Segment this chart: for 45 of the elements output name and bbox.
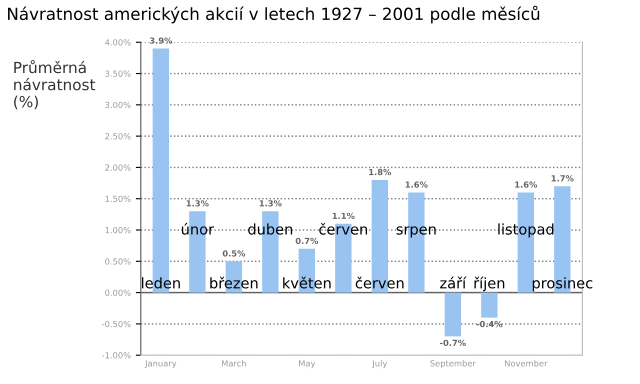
annotation: říjen bbox=[474, 276, 504, 292]
annotation: srpen bbox=[396, 226, 436, 238]
y-tick-label: 0.00% bbox=[105, 290, 131, 296]
annotation: červen bbox=[319, 222, 368, 235]
annotation: duben bbox=[248, 223, 292, 235]
data-label: 3.9% bbox=[150, 37, 172, 44]
bar bbox=[444, 292, 462, 336]
data-label: 0.7% bbox=[296, 238, 318, 244]
x-tick-label: May bbox=[299, 360, 316, 368]
data-label: 0.5% bbox=[222, 250, 246, 257]
y-tick-label: 3.00% bbox=[105, 102, 131, 108]
data-label: 1.6% bbox=[515, 181, 538, 188]
bar bbox=[481, 292, 498, 318]
chart-title: Návratnost amerických akcií v letech 1927 – 2001 podle měsíců bbox=[8, 6, 540, 24]
data-label: -0.7% bbox=[440, 340, 466, 346]
x-tick-label: November bbox=[504, 360, 548, 367]
y-tick-label: 3.50% bbox=[105, 70, 131, 77]
y-tick-label: 1.00% bbox=[106, 226, 131, 234]
y-tick-label: -0.50% bbox=[102, 320, 131, 328]
x-tick-label: September bbox=[430, 360, 476, 368]
x-tick-label: March bbox=[222, 360, 246, 367]
data-label: -0.4% bbox=[476, 320, 502, 328]
annotation: červen bbox=[356, 276, 404, 289]
data-label: 1.6% bbox=[406, 181, 428, 188]
x-tick-label: July bbox=[372, 360, 388, 368]
annotation: září bbox=[440, 276, 467, 289]
annotation: únor bbox=[182, 222, 214, 235]
annotation: prosinec bbox=[532, 277, 592, 292]
y-tick-label: 2.50% bbox=[105, 133, 131, 140]
y-tick-label: 2.00% bbox=[105, 164, 131, 171]
y-tick-label: 1.50% bbox=[106, 196, 131, 202]
annotation: březen bbox=[210, 276, 258, 289]
data-label: 1.3% bbox=[260, 200, 282, 206]
y-axis-title: Průměrná návratnost (%) bbox=[14, 60, 96, 110]
data-label: 1.1% bbox=[332, 212, 355, 220]
annotation: květen bbox=[283, 276, 331, 289]
y-tick-label: 4.00% bbox=[105, 39, 131, 46]
x-tick-label: January bbox=[144, 360, 176, 368]
data-label: 1.8% bbox=[369, 168, 392, 176]
y-tick-label: -1.00% bbox=[102, 352, 131, 358]
annotation: leden bbox=[142, 277, 180, 289]
y-tick-label: 0.50% bbox=[105, 258, 131, 265]
annotation: listopad bbox=[498, 223, 554, 238]
data-label: 1.7% bbox=[552, 175, 574, 182]
data-label: 1.3% bbox=[186, 200, 209, 206]
